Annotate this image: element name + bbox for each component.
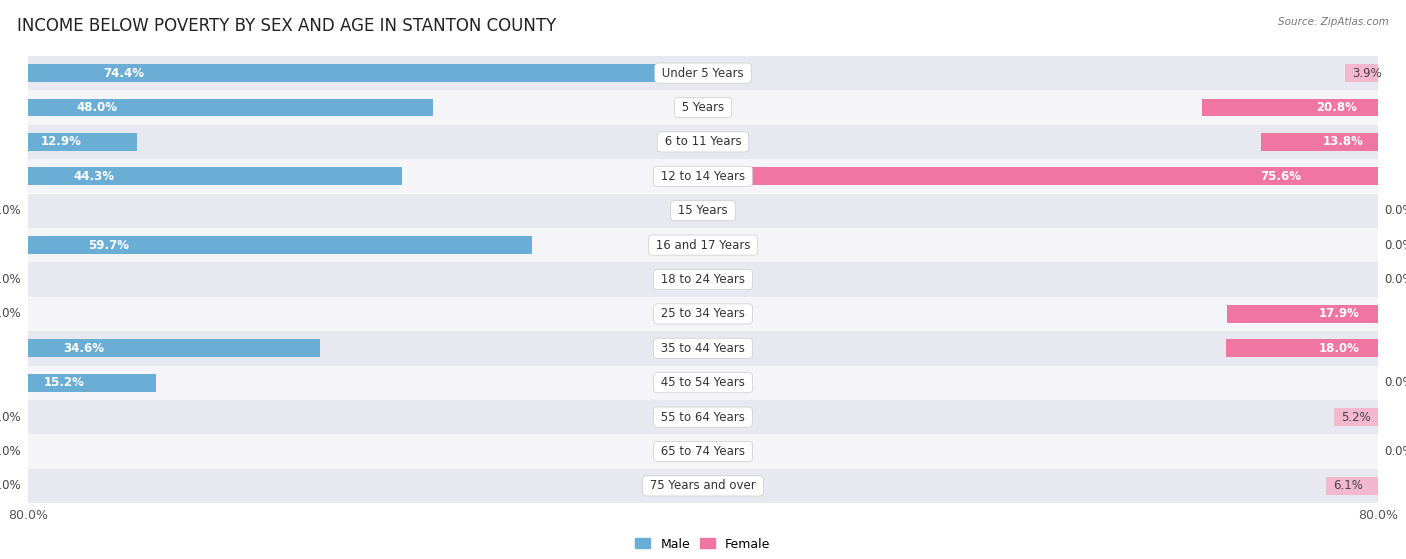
Text: 15.2%: 15.2% [44, 376, 84, 389]
Text: 75.6%: 75.6% [1260, 170, 1302, 183]
Text: 48.0%: 48.0% [77, 101, 118, 114]
Text: 0.0%: 0.0% [0, 445, 21, 458]
Bar [28, 400, 1378, 434]
Bar [1226, 339, 1378, 357]
Text: 55 to 64 Years: 55 to 64 Years [657, 411, 749, 424]
Bar [28, 468, 1378, 503]
Text: 0.0%: 0.0% [0, 411, 21, 424]
Text: 44.3%: 44.3% [73, 170, 114, 183]
Text: 0.0%: 0.0% [1385, 273, 1406, 286]
Text: 74.4%: 74.4% [104, 67, 145, 79]
Bar [28, 366, 1378, 400]
Bar [28, 331, 1378, 366]
Text: 17.9%: 17.9% [1319, 307, 1360, 320]
Text: Under 5 Years: Under 5 Years [658, 67, 748, 79]
Bar [28, 125, 1378, 159]
Text: 20.8%: 20.8% [1316, 101, 1357, 114]
Text: 0.0%: 0.0% [0, 273, 21, 286]
Text: Source: ZipAtlas.com: Source: ZipAtlas.com [1278, 17, 1389, 27]
Bar [28, 56, 1378, 91]
Bar [28, 167, 402, 185]
Text: 25 to 34 Years: 25 to 34 Years [657, 307, 749, 320]
Bar [1334, 408, 1378, 426]
Text: 65 to 74 Years: 65 to 74 Years [657, 445, 749, 458]
Text: 0.0%: 0.0% [0, 204, 21, 217]
Text: 12 to 14 Years: 12 to 14 Years [657, 170, 749, 183]
Bar [1202, 98, 1378, 116]
Bar [740, 167, 1378, 185]
Text: 3.9%: 3.9% [1351, 67, 1382, 79]
Bar [1326, 477, 1378, 495]
Bar [28, 297, 1378, 331]
Bar [28, 64, 655, 82]
Text: 6.1%: 6.1% [1333, 480, 1362, 492]
Text: 0.0%: 0.0% [1385, 239, 1406, 252]
Bar [28, 236, 531, 254]
Text: INCOME BELOW POVERTY BY SEX AND AGE IN STANTON COUNTY: INCOME BELOW POVERTY BY SEX AND AGE IN S… [17, 17, 557, 35]
Text: 0.0%: 0.0% [1385, 445, 1406, 458]
Text: 0.0%: 0.0% [1385, 376, 1406, 389]
Bar [1261, 133, 1378, 151]
Bar [28, 374, 156, 392]
Text: 0.0%: 0.0% [0, 307, 21, 320]
Bar [28, 262, 1378, 297]
Bar [28, 228, 1378, 262]
Text: 18 to 24 Years: 18 to 24 Years [657, 273, 749, 286]
Text: 15 Years: 15 Years [675, 204, 731, 217]
Bar [28, 339, 321, 357]
Text: 75 Years and over: 75 Years and over [647, 480, 759, 492]
Bar [28, 133, 136, 151]
Text: 18.0%: 18.0% [1319, 342, 1360, 355]
Bar [28, 193, 1378, 228]
Bar [1346, 64, 1378, 82]
Text: 35 to 44 Years: 35 to 44 Years [657, 342, 749, 355]
Text: 5 Years: 5 Years [678, 101, 728, 114]
Bar [1227, 305, 1378, 323]
Text: 5.2%: 5.2% [1341, 411, 1371, 424]
Text: 6 to 11 Years: 6 to 11 Years [661, 135, 745, 148]
Text: 34.6%: 34.6% [63, 342, 104, 355]
Bar [28, 159, 1378, 193]
Text: 12.9%: 12.9% [41, 135, 82, 148]
Bar [28, 98, 433, 116]
Text: 59.7%: 59.7% [89, 239, 129, 252]
Text: 45 to 54 Years: 45 to 54 Years [657, 376, 749, 389]
Text: 16 and 17 Years: 16 and 17 Years [652, 239, 754, 252]
Legend: Male, Female: Male, Female [636, 538, 770, 551]
Bar [28, 91, 1378, 125]
Text: 0.0%: 0.0% [1385, 204, 1406, 217]
Text: 13.8%: 13.8% [1323, 135, 1364, 148]
Bar [28, 434, 1378, 468]
Text: 0.0%: 0.0% [0, 480, 21, 492]
